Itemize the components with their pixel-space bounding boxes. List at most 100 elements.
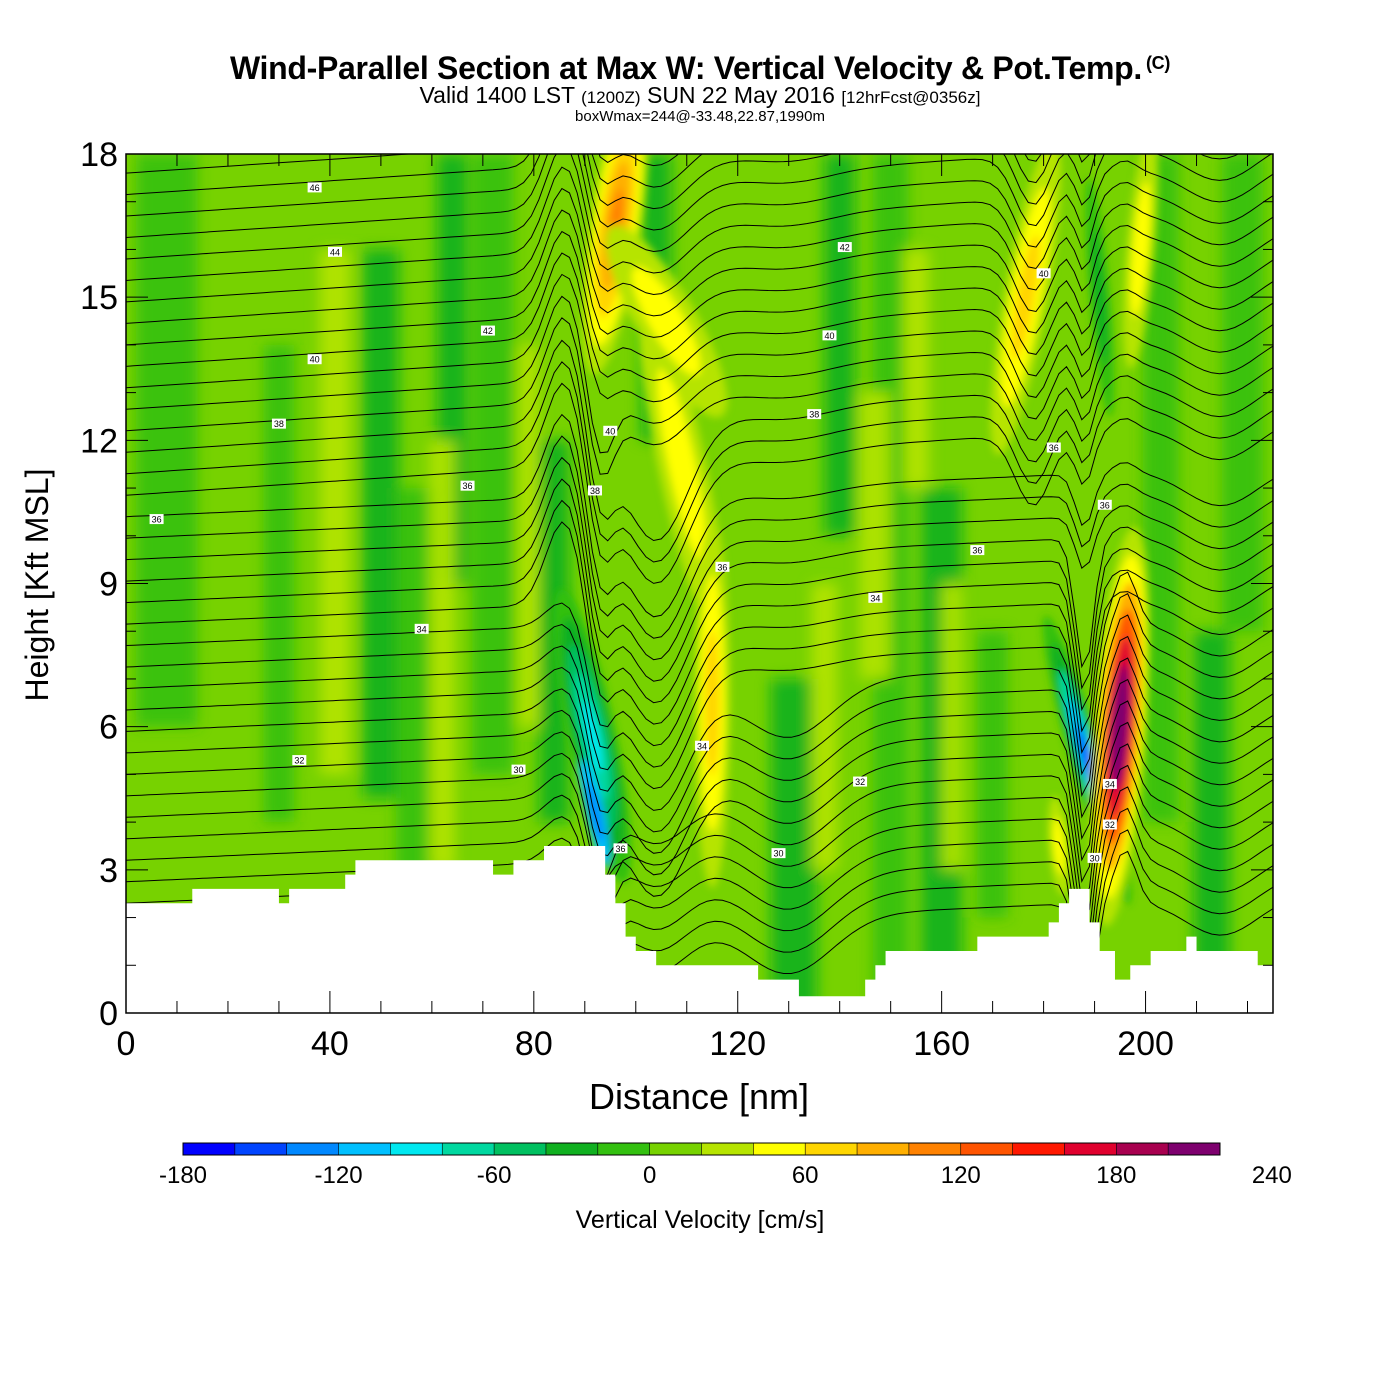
theta-contour <box>126 382 1273 584</box>
contour-label-text: 34 <box>697 741 707 751</box>
theta-contour <box>126 166 1273 296</box>
velocity-band <box>319 249 351 775</box>
contour-label-text: 34 <box>1105 779 1115 789</box>
colorbar-swatch <box>753 1143 806 1155</box>
contour-label-box <box>853 776 868 787</box>
contour-label-text: 32 <box>1105 820 1115 830</box>
terrain-mask <box>126 845 1273 1013</box>
theta-contour <box>126 635 1273 833</box>
contour-label-text: 30 <box>774 849 784 859</box>
contour-label-text: 40 <box>310 355 320 365</box>
colorbar-swatch <box>338 1143 391 1155</box>
velocity-core <box>705 629 720 776</box>
contour-label-text: 36 <box>972 546 982 556</box>
theta-contour <box>126 361 1273 563</box>
theta-contour <box>126 154 1273 253</box>
theta-contour <box>598 154 1042 167</box>
theta-contour <box>126 521 1273 725</box>
colorbar-swatch <box>701 1143 754 1155</box>
theta-contour <box>126 591 1273 747</box>
valid-utc: (1200Z) <box>581 88 641 107</box>
theta-contour <box>126 154 1240 210</box>
theta-contour <box>126 0 1273 123</box>
contour-label-box <box>1097 499 1112 510</box>
contour-label: 34 <box>1102 778 1117 789</box>
contour-label-box <box>292 755 307 766</box>
contour-label-box <box>837 242 852 253</box>
contour-label-box <box>587 485 602 496</box>
velocity-band <box>1222 154 1263 632</box>
valid-time: Valid 1400 LST <box>419 82 575 108</box>
contour-label-box <box>271 418 286 429</box>
velocity-core <box>657 367 707 561</box>
colorbar-swatch <box>286 1143 340 1155</box>
colorbar-tick-label: 180 <box>1096 1162 1137 1189</box>
velocity-core <box>1052 817 1066 875</box>
contour-label-text: 34 <box>417 624 427 634</box>
colorbar-tick-label: -60 <box>476 1162 512 1189</box>
contour-label-text: 36 <box>1049 443 1059 453</box>
contour-label-box <box>807 409 822 420</box>
contour-label-box <box>1036 268 1051 279</box>
velocity-band <box>429 440 455 870</box>
y-tick-label: 6 <box>99 709 118 747</box>
y-tick-label: 15 <box>80 279 118 317</box>
forecast-info: [12hrFcst@0356z] <box>841 88 981 107</box>
contour-label: 40 <box>307 354 322 365</box>
contour-label-text: 36 <box>152 515 162 525</box>
valid-date: SUN 22 May 2016 <box>646 82 835 108</box>
y-tick-label: 12 <box>80 422 118 460</box>
velocity-band <box>811 583 838 870</box>
contour-label-box <box>822 330 837 341</box>
contour-labels: 46 44 42 40 38 36 36 34 32 30 40 38 36 42 40 38 36 34 34 32… <box>149 182 1117 863</box>
x-tick-label: 200 <box>1117 1025 1174 1063</box>
velocity-core <box>1011 235 1040 360</box>
contour-label-text: 42 <box>483 326 493 336</box>
theta-contour <box>126 593 1273 790</box>
theta-contour <box>126 499 1273 704</box>
theta-contour <box>126 295 1273 454</box>
colorbar-tick-label: -180 <box>158 1162 208 1189</box>
y-tick-label: 0 <box>99 995 118 1033</box>
theta-contour <box>126 700 1273 897</box>
contour-label: 32 <box>1102 819 1117 830</box>
contour-label: 30 <box>511 764 526 775</box>
colorbar-swatch <box>1168 1143 1221 1155</box>
theta-contour <box>126 678 1273 876</box>
contour-label-text: 36 <box>615 844 625 854</box>
contour-label-box <box>1102 778 1117 789</box>
contour-label-text: 30 <box>514 765 524 775</box>
contour-label-box <box>460 480 475 491</box>
contour-label-text: 40 <box>1039 269 1049 279</box>
contour-label-text: 44 <box>330 247 340 257</box>
contour-label: 40 <box>603 425 618 436</box>
contour-label: 42 <box>480 325 495 336</box>
contour-label: 34 <box>868 592 883 603</box>
x-tick-label: 80 <box>515 1025 553 1063</box>
contour-label-box <box>1102 819 1117 830</box>
theta-contour <box>126 154 1273 274</box>
colorbar-tick-label: 60 <box>791 1162 819 1189</box>
theta-contour <box>126 252 1273 381</box>
potential-temperature-contours <box>126 0 1273 1013</box>
colorbar-swatch <box>183 1143 236 1155</box>
contour-label: 34 <box>414 623 429 634</box>
colorbar-swatch <box>390 1143 443 1155</box>
x-tick-label: 160 <box>913 1025 970 1063</box>
theta-contour <box>126 339 1273 542</box>
contour-label: 36 <box>715 561 730 572</box>
contour-label: 36 <box>460 480 475 491</box>
colorbar-swatch <box>805 1143 858 1155</box>
contour-label: 46 <box>307 182 322 193</box>
contour-label-box <box>307 354 322 365</box>
contour-label: 42 <box>837 242 852 253</box>
contour-label: 36 <box>613 843 628 854</box>
contour-label-text: 38 <box>274 419 284 429</box>
x-axis-label: Distance [nm] <box>589 1076 809 1117</box>
colorbar-swatch <box>1012 1143 1065 1155</box>
contour-label-box <box>715 561 730 572</box>
colorbar-swatch <box>234 1143 288 1155</box>
contour-label: 40 <box>1036 268 1051 279</box>
contour-label-box <box>414 623 429 634</box>
contour-label: 38 <box>271 418 286 429</box>
